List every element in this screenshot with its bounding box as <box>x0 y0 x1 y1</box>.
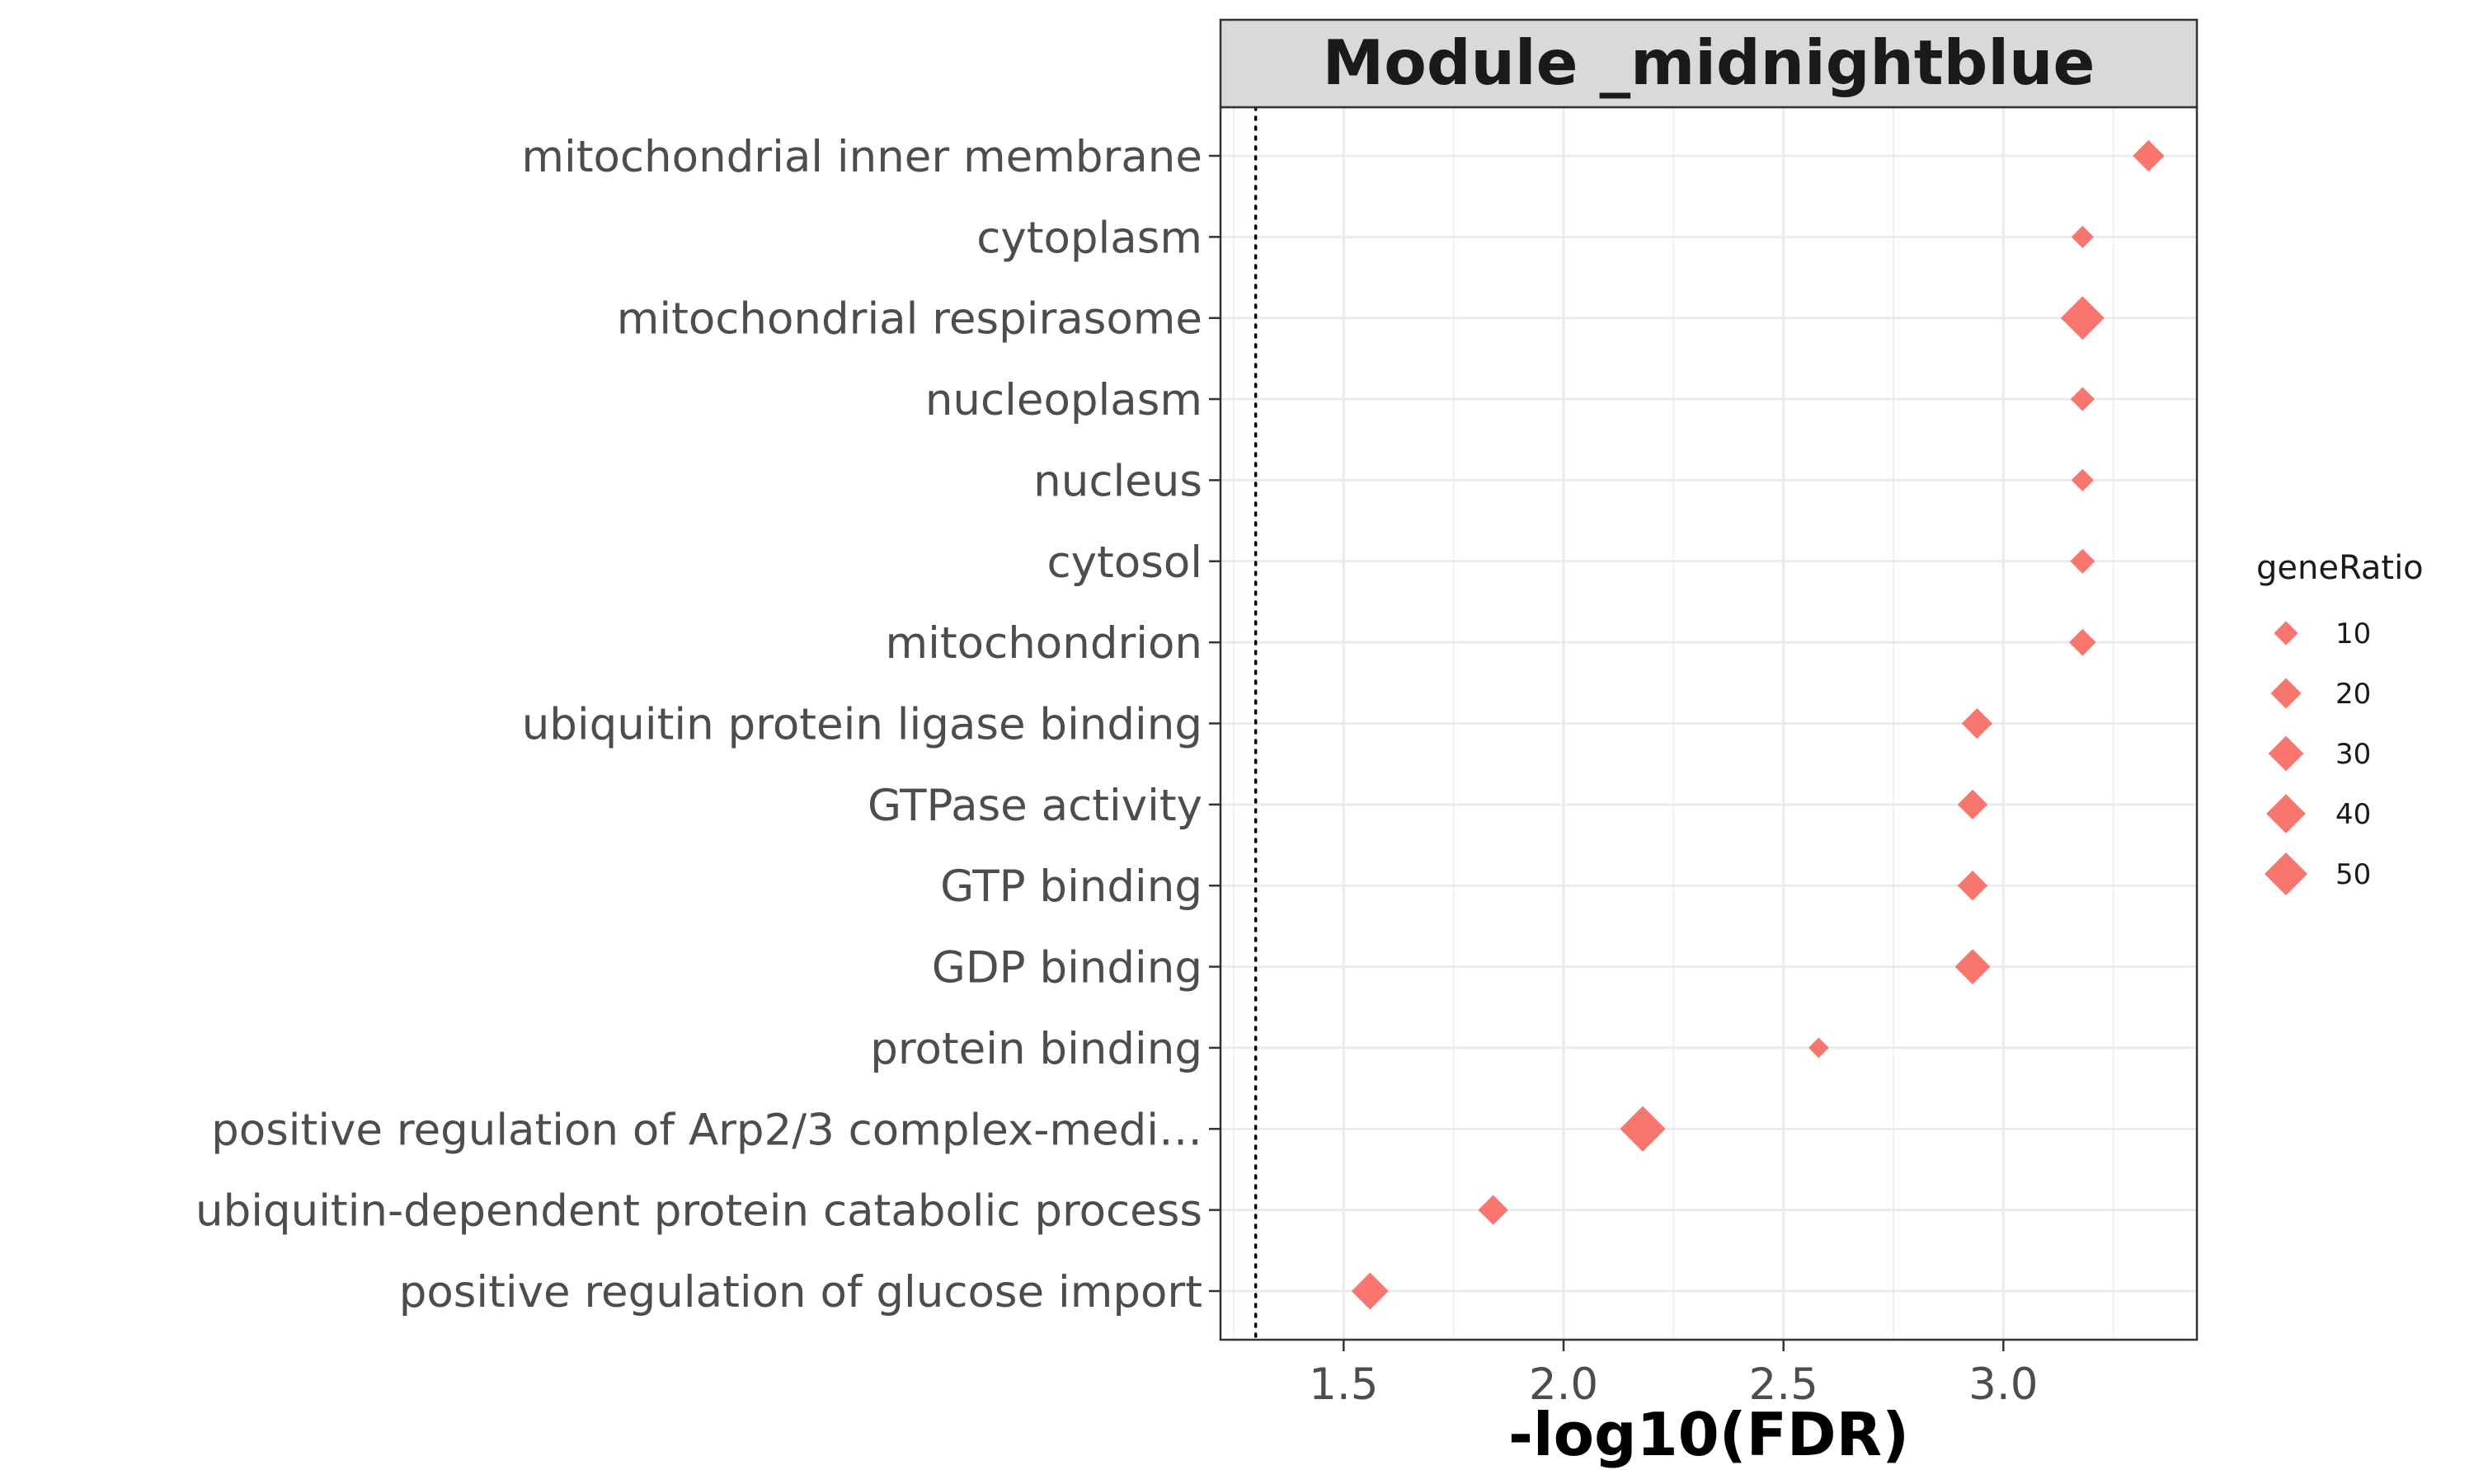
x-axis-title: -log10(FDR) <box>1508 1400 1909 1469</box>
data-point-diamond <box>2069 628 2096 656</box>
legend: geneRatio 10 20 30 40 50 <box>2256 549 2424 896</box>
data-point-diamond <box>2060 296 2105 340</box>
data-point-diamond <box>1954 949 1991 984</box>
data-point-diamond <box>1957 789 1988 820</box>
category-label: ubiquitin-dependent protein catabolic pr… <box>195 1186 1202 1237</box>
category-label: positive regulation of glucose import <box>399 1267 1202 1317</box>
legend-key-label: 50 <box>2335 858 2371 891</box>
major-gridlines <box>1221 107 2197 1340</box>
category-label: nucleus <box>1033 456 1202 506</box>
category-label: mitochondrion <box>886 618 1202 669</box>
legend-key-label: 40 <box>2335 798 2371 831</box>
legend-key-label: 10 <box>2335 618 2371 650</box>
category-label: ubiquitin protein ligase binding <box>522 700 1202 750</box>
legend-key-diamond <box>2264 852 2308 896</box>
legend-key-diamond <box>2266 794 2306 834</box>
x-axis: 1.5 2.0 2.5 3.0 <box>1309 1340 2038 1410</box>
data-point-diamond <box>2071 468 2094 492</box>
x-tick-label: 2.5 <box>1749 1360 1818 1410</box>
data-point-diamond <box>1961 708 1992 739</box>
category-label: GTPase activity <box>868 781 1202 831</box>
legend-key-diamond <box>2274 621 2298 646</box>
legend-key-diamond <box>2268 735 2304 772</box>
category-label: positive regulation of Arp2/3 complex-me… <box>211 1105 1202 1155</box>
legend-title: geneRatio <box>2256 549 2424 587</box>
data-point-diamond <box>1808 1037 1829 1059</box>
category-label: mitochondrial inner membrane <box>521 132 1202 182</box>
data-point-diamond <box>1957 871 1988 901</box>
category-label: GTP binding <box>940 862 1202 912</box>
legend-key-diamond <box>2270 678 2302 709</box>
x-tick-label: 2.0 <box>1529 1360 1598 1410</box>
data-point-diamond <box>1620 1106 1666 1152</box>
data-point-diamond <box>2071 225 2094 248</box>
data-point-diamond <box>1478 1195 1508 1225</box>
category-label: nucleoplasm <box>925 375 1202 425</box>
data-points <box>1351 139 2165 1310</box>
facet-strip-title: Module _midnightblue <box>1323 26 2095 99</box>
category-label: cytosol <box>1047 538 1202 588</box>
y-axis: mitochondrial inner membrane cytoplasm mit… <box>195 132 1221 1317</box>
facet-strip: Module _midnightblue <box>1219 18 2199 109</box>
category-label: GDP binding <box>932 943 1202 993</box>
x-tick-label: 3.0 <box>1968 1360 2038 1410</box>
data-point-diamond <box>2070 548 2095 574</box>
data-point-diamond <box>2133 139 2165 172</box>
facet-strip-background <box>1219 18 2199 109</box>
legend-key-label: 20 <box>2335 678 2371 711</box>
data-point-diamond <box>2070 387 2095 411</box>
legend-key-label: 30 <box>2335 738 2371 771</box>
category-label: cytoplasm <box>976 213 1202 263</box>
data-point-diamond <box>1351 1272 1389 1310</box>
category-label: mitochondrial respirasome <box>617 294 1202 345</box>
category-label: protein binding <box>870 1024 1202 1074</box>
x-tick-label: 1.5 <box>1309 1360 1378 1410</box>
